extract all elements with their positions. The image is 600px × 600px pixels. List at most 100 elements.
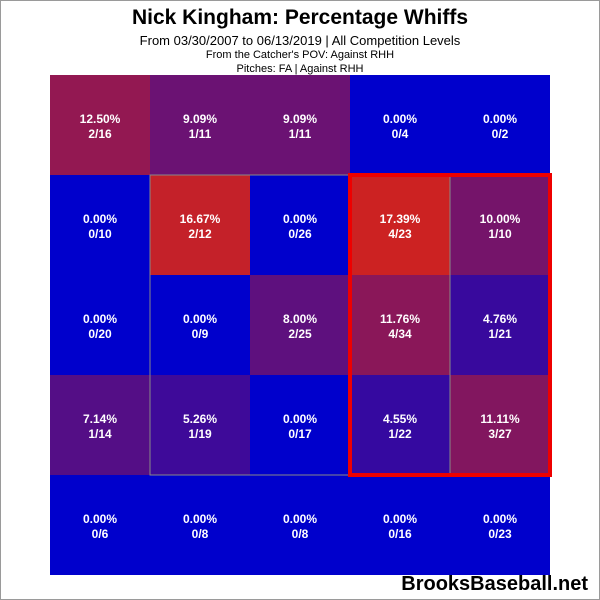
cell-count-label: 1/21 [488, 327, 512, 341]
cell-percent-label: 0.00% [83, 212, 117, 226]
pitches-note: Pitches: FA | Against RHH [236, 63, 364, 75]
cell-count-label: 3/27 [488, 427, 512, 441]
heatmap-cell-fill [150, 175, 250, 275]
cell-count-label: 0/10 [88, 227, 112, 241]
cell-percent-label: 0.00% [183, 312, 217, 326]
cell-count-label: 2/16 [88, 127, 112, 141]
heatmap-cell-fill [150, 375, 250, 475]
cell-percent-label: 8.00% [283, 312, 317, 326]
heatmap-cell-r4-c0: 0.00%0/6 [50, 475, 150, 575]
heatmap-cell-fill [350, 75, 450, 175]
cell-percent-label: 4.76% [483, 312, 517, 326]
cell-count-label: 1/19 [188, 427, 212, 441]
heatmap-cell-r3-c2: 0.00%0/17 [250, 375, 350, 475]
cell-count-label: 1/11 [189, 127, 212, 141]
heatmap-cell-fill [450, 475, 550, 575]
heatmap-cell-fill [450, 275, 550, 375]
heatmap-cell-fill [450, 375, 550, 475]
cell-count-label: 2/25 [288, 327, 312, 341]
cell-count-label: 0/2 [492, 127, 509, 141]
heatmap-cell-fill [250, 475, 350, 575]
heatmap-cell-r3-c4: 11.11%3/27 [450, 375, 550, 475]
cell-percent-label: 17.39% [380, 212, 421, 226]
heatmap-cell-r4-c4: 0.00%0/23 [450, 475, 550, 575]
cell-percent-label: 9.09% [183, 112, 217, 126]
cell-count-label: 0/23 [488, 527, 512, 541]
strike-zone-outline [149, 174, 451, 476]
heatmap-cell-fill [350, 175, 450, 275]
pov-note: From the Catcher's POV: Against RHH [205, 49, 395, 61]
heatmap-cell-r4-c1: 0.00%0/8 [150, 475, 250, 575]
cell-count-label: 4/23 [388, 227, 412, 241]
cell-percent-label: 12.50% [80, 112, 121, 126]
heatmap-cell-r4-c3: 0.00%0/16 [350, 475, 450, 575]
cell-count-label: 1/11 [289, 127, 312, 141]
heatmap-cell-r2-c4: 4.76%1/21 [450, 275, 550, 375]
heatmap-cell-r1-c4: 10.00%1/10 [450, 175, 550, 275]
cell-percent-label: 5.26% [183, 412, 217, 426]
chart-subtitle: From 03/30/2007 to 06/13/2019 | All Comp… [139, 33, 461, 48]
heatmap-cell-fill [350, 375, 450, 475]
heatmap-cell-r3-c0: 7.14%1/14 [50, 375, 150, 475]
heatmap-cell-fill [50, 475, 150, 575]
cell-percent-label: 0.00% [383, 512, 417, 526]
heatmap-cell-r3-c1: 5.26%1/19 [150, 375, 250, 475]
heatmap-cell-fill [250, 375, 350, 475]
cell-count-label: 0/8 [292, 527, 309, 541]
cell-count-label: 0/9 [192, 327, 209, 341]
cell-percent-label: 0.00% [83, 312, 117, 326]
heatmap-cell-r1-c3: 17.39%4/23 [350, 175, 450, 275]
cell-percent-label: 11.11% [480, 412, 520, 426]
heatmap-cell-r3-c3: 4.55%1/22 [350, 375, 450, 475]
cell-count-label: 1/22 [388, 427, 412, 441]
heatmap-cell-r0-c0: 12.50%2/16 [50, 75, 150, 175]
cell-count-label: 0/26 [288, 227, 312, 241]
cell-count-label: 0/17 [288, 427, 312, 441]
cell-percent-label: 0.00% [483, 112, 517, 126]
heatmap-cell-r1-c2: 0.00%0/26 [250, 175, 350, 275]
cell-percent-label: 7.14% [83, 412, 117, 426]
heatmap-cell-fill [450, 175, 550, 275]
heatmap-cell-fill [150, 475, 250, 575]
chart-title: Nick Kingham: Percentage Whiffs [131, 6, 469, 29]
heatmap-cell-fill [250, 175, 350, 275]
heatmap-cell-fill [350, 475, 450, 575]
cell-count-label: 0/20 [88, 327, 112, 341]
cell-count-label: 0/4 [392, 127, 409, 141]
cell-percent-label: 0.00% [283, 212, 317, 226]
heatmap-cell-fill [50, 375, 150, 475]
brand-logo-text: BrooksBaseball.net [401, 573, 588, 595]
cell-percent-label: 0.00% [283, 512, 317, 526]
heatmap-cell-r1-c1: 16.67%2/12 [150, 175, 250, 275]
heatmap-cell-fill [450, 75, 550, 175]
heatmap-cell-r0-c1: 9.09%1/11 [150, 75, 250, 175]
heatmap-cell-r2-c1: 0.00%0/9 [150, 275, 250, 375]
cell-percent-label: 4.55% [383, 412, 417, 426]
heatmap-cell-fill [50, 75, 150, 175]
cell-percent-label: 16.67% [180, 212, 221, 226]
heatmap-cell-r0-c4: 0.00%0/2 [450, 75, 550, 175]
cell-count-label: 1/14 [88, 427, 112, 441]
cell-count-label: 2/12 [188, 227, 212, 241]
heatmap-cell-r2-c0: 0.00%0/20 [50, 275, 150, 375]
cell-count-label: 0/6 [92, 527, 109, 541]
cell-count-label: 0/16 [388, 527, 412, 541]
cell-percent-label: 0.00% [183, 512, 217, 526]
heatmap-cell-r0-c2: 9.09%1/11 [250, 75, 350, 175]
heatmap-cell-fill [350, 275, 450, 375]
heatmap-cell-fill [250, 75, 350, 175]
heatmap-cell-r2-c3: 11.76%4/34 [350, 275, 450, 375]
cell-percent-label: 11.76% [380, 312, 420, 326]
heatmap-cell-fill [50, 275, 150, 375]
cell-count-label: 4/34 [388, 327, 412, 341]
heatmap-cell-r1-c0: 0.00%0/10 [50, 175, 150, 275]
heatmap-cell-r0-c3: 0.00%0/4 [350, 75, 450, 175]
heatmap-cell-fill [50, 175, 150, 275]
cell-count-label: 0/8 [192, 527, 209, 541]
highlight-box [348, 173, 552, 477]
cell-percent-label: 9.09% [283, 112, 317, 126]
heatmap-cell-r2-c2: 8.00%2/25 [250, 275, 350, 375]
cell-percent-label: 10.00% [480, 212, 521, 226]
heatmap-cell-fill [150, 275, 250, 375]
